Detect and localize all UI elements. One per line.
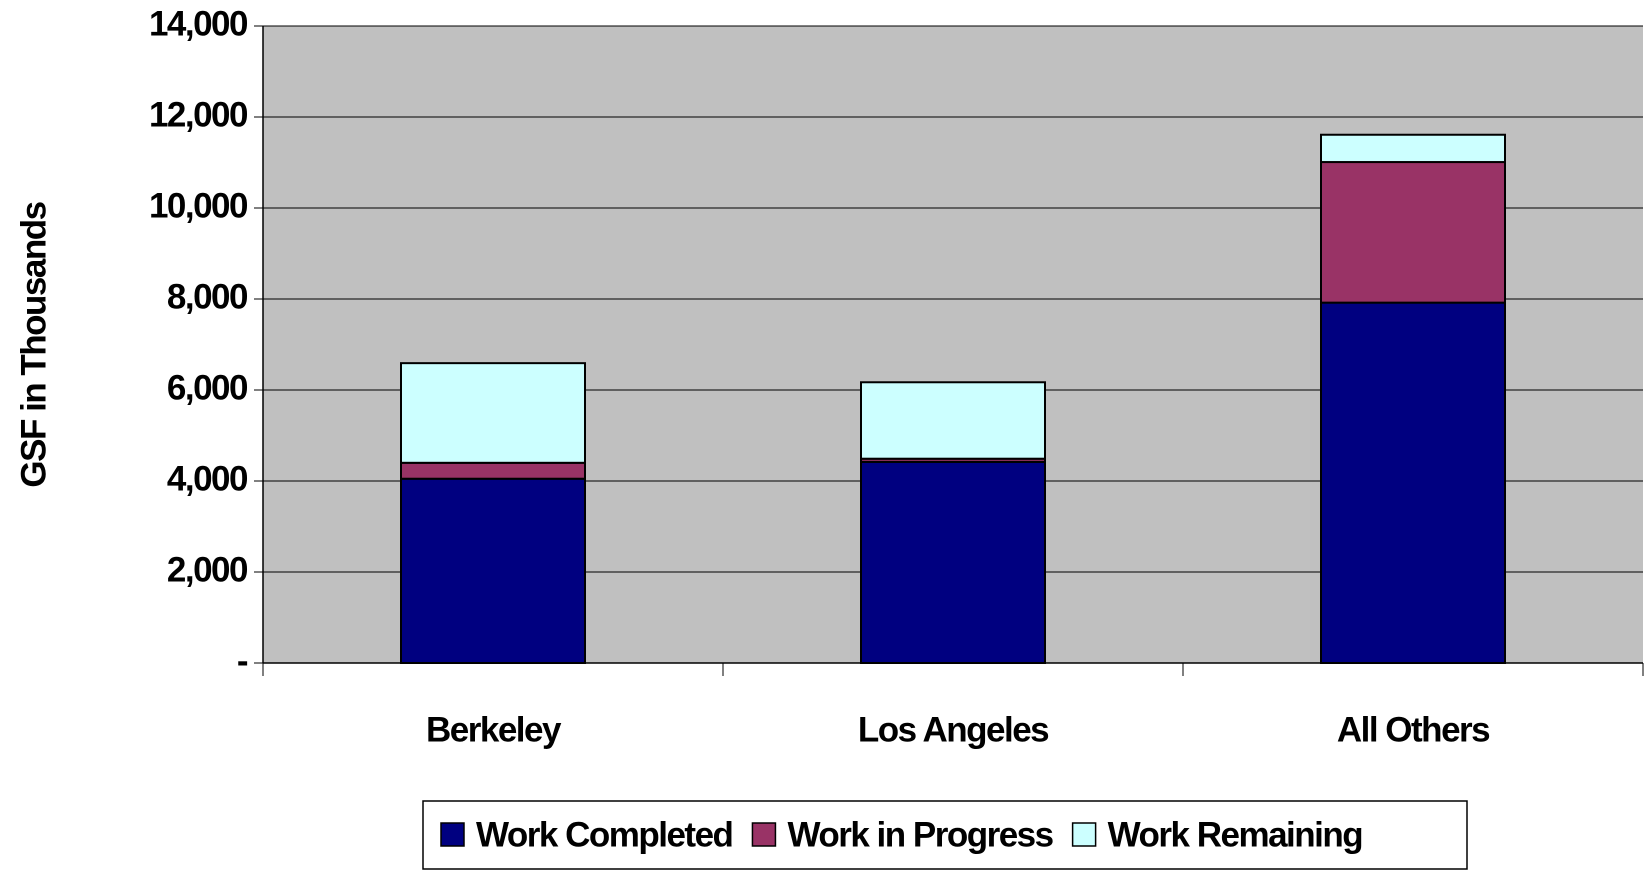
bar-segment bbox=[400, 362, 586, 464]
y-tick-label: 8,000 bbox=[167, 277, 248, 316]
x-tick-label: Berkeley bbox=[426, 710, 562, 749]
legend-label: Work Remaining bbox=[1108, 815, 1363, 854]
legend-swatch bbox=[440, 822, 465, 847]
legend-swatch bbox=[751, 822, 777, 847]
bar-segment bbox=[1320, 133, 1506, 164]
bar-segment bbox=[860, 381, 1046, 460]
legend-label: Work in Progress bbox=[787, 815, 1053, 854]
y-axis-label: GSF in Thousands bbox=[14, 201, 53, 487]
bar-segment bbox=[1320, 161, 1506, 304]
y-tick-label: - bbox=[237, 641, 248, 680]
y-tick-label: 6,000 bbox=[167, 368, 248, 407]
y-tick-label: 4,000 bbox=[167, 459, 248, 498]
legend-box bbox=[422, 800, 1468, 870]
bar-segment bbox=[1320, 301, 1506, 664]
y-tick-label: 14,000 bbox=[149, 4, 248, 43]
legend-swatch bbox=[1071, 822, 1097, 847]
legend-label: Work Completed bbox=[476, 815, 733, 854]
bar-segment bbox=[400, 461, 586, 480]
x-tick-label: All Others bbox=[1337, 710, 1490, 749]
x-tick-label: Los Angeles bbox=[858, 710, 1049, 749]
y-tick-label: 10,000 bbox=[149, 186, 248, 225]
y-tick-label: 2,000 bbox=[167, 550, 248, 589]
y-tick-label: 12,000 bbox=[149, 95, 248, 134]
bar-segment bbox=[860, 460, 1046, 665]
bar-segment bbox=[400, 477, 586, 664]
